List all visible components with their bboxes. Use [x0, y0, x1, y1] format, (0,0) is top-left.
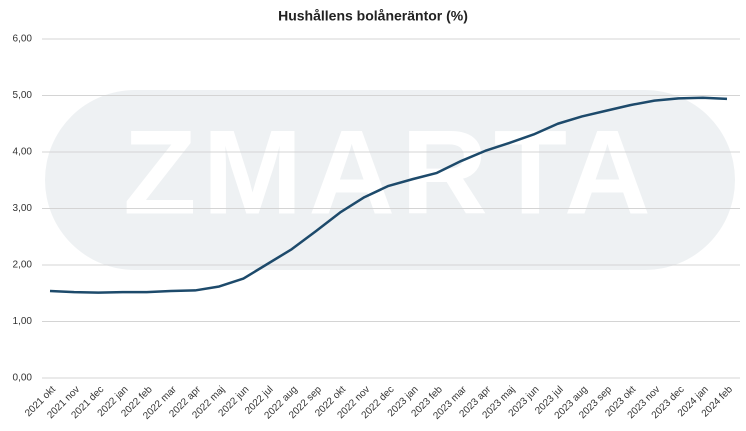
y-tick-label: 1,00	[13, 316, 33, 327]
y-tick-label: 0,00	[13, 373, 33, 384]
y-tick-label: 4,00	[13, 147, 33, 158]
y-tick-label: 6,00	[13, 34, 33, 45]
watermark-shape	[45, 90, 735, 270]
chart-title: Hushållens bolåneräntor (%)	[278, 8, 468, 24]
y-tick-label: 3,00	[13, 203, 33, 214]
y-tick-label: 2,00	[13, 260, 33, 271]
y-tick-label: 5,00	[13, 90, 33, 101]
line	[49, 96, 728, 294]
watermark: ZMARTA	[123, 106, 657, 240]
